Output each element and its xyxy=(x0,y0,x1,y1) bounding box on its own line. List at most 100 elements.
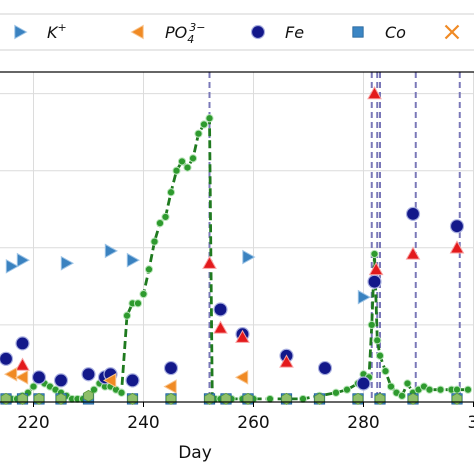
data-point-triangle-up xyxy=(449,240,465,254)
legend-marker-square xyxy=(352,26,364,38)
series-line-point xyxy=(172,166,181,175)
data-point-triangle-left xyxy=(3,366,18,382)
data-point-triangle-left xyxy=(14,369,29,385)
x-axis-label: Day xyxy=(178,443,212,463)
data-point-triangle-right xyxy=(5,258,20,274)
series-line-point xyxy=(436,385,445,394)
legend-entry: PO43− xyxy=(130,21,205,46)
data-point-circle xyxy=(449,219,465,234)
legend-label: PO43− xyxy=(165,21,205,46)
data-point-hexagon xyxy=(314,392,325,405)
vertical-lines xyxy=(208,72,461,402)
series-line-point xyxy=(161,212,170,222)
data-point-hexagon xyxy=(220,392,232,405)
data-point-hexagon xyxy=(17,392,28,405)
series-line-point xyxy=(183,163,192,172)
x-axis: 220 240 260 280 3 xyxy=(17,402,474,433)
legend-label: K+ xyxy=(47,21,67,42)
series-line-point xyxy=(205,114,214,123)
data-point-circle xyxy=(81,367,96,382)
series-line-point xyxy=(150,237,159,246)
data-point-hexagon xyxy=(242,392,254,405)
series-line-point xyxy=(89,385,99,394)
x-tick-label: 240 xyxy=(127,413,159,433)
data-point-hexagon xyxy=(407,392,419,405)
series-line-point xyxy=(403,379,412,388)
plot-frame xyxy=(0,71,474,403)
data-point-triangle-left xyxy=(163,379,177,394)
legend-marker-triangle-right xyxy=(14,24,28,40)
data-point-triangle-up xyxy=(213,320,228,334)
series-line-point xyxy=(122,311,132,320)
data-point-hexagon xyxy=(281,392,292,405)
data-point-hexagon xyxy=(352,392,364,405)
legend-marker-triangle-left xyxy=(130,24,144,40)
data-point-hexagon xyxy=(165,392,177,405)
legend-label-sub: 4 xyxy=(187,33,194,46)
data-point-triangle-right xyxy=(126,252,141,268)
legend-label-main: Co xyxy=(385,23,406,42)
series-line-point xyxy=(381,367,390,376)
series-line-point xyxy=(177,157,187,166)
legend-frame xyxy=(0,13,474,51)
data-point-hexagon xyxy=(33,392,45,405)
legend-label-sup: + xyxy=(58,21,67,34)
data-point-triangle-right xyxy=(60,255,75,271)
legend-label-main: Fe xyxy=(285,23,304,42)
series-line-point xyxy=(29,382,38,391)
legend-label-main: K xyxy=(47,23,59,42)
legend-label: Fe xyxy=(285,23,304,42)
data-point-triangle-right xyxy=(16,252,31,268)
data-point-hexagon xyxy=(451,392,463,405)
data-point-hexagon xyxy=(55,392,67,405)
series-line xyxy=(6,114,468,401)
series-line-point xyxy=(375,351,385,360)
data-point-triangle-up xyxy=(368,261,384,276)
data-point-triangle-up xyxy=(279,354,294,368)
data-point-hexagon xyxy=(374,392,386,405)
legend-entries: K+ PO43− Fe Co xyxy=(14,21,460,46)
data-point-circle xyxy=(53,373,69,388)
series-line-point xyxy=(144,265,154,274)
series-line-point xyxy=(342,385,352,394)
x-tick-label: 280 xyxy=(347,413,379,433)
grid xyxy=(0,72,474,402)
data-point-circle xyxy=(15,336,30,351)
legend-entry xyxy=(444,24,460,40)
series-line-point xyxy=(117,388,126,397)
data-point-circle xyxy=(356,376,371,391)
legend-marker-x xyxy=(444,24,460,40)
series-line-point xyxy=(373,336,382,345)
series-layer xyxy=(0,86,473,405)
series-line-point xyxy=(194,129,203,138)
data-point-triangle-left xyxy=(102,373,117,388)
legend-entry: Co xyxy=(352,23,406,42)
plot-area xyxy=(0,71,474,405)
data-point-circle xyxy=(0,351,14,366)
series-line-point xyxy=(452,385,462,394)
series-line-point xyxy=(166,188,176,197)
data-point-triangle-up xyxy=(235,329,250,343)
data-point-triangle-left xyxy=(234,369,249,385)
data-point-hexagon xyxy=(83,389,94,402)
legend-label-sup: 3− xyxy=(189,21,205,34)
data-point-triangle-up xyxy=(202,255,217,269)
series-line-point xyxy=(463,385,473,394)
data-point-circle xyxy=(213,302,228,317)
series-line-point xyxy=(386,382,396,391)
data-point-hexagon xyxy=(127,392,138,405)
data-point-circle xyxy=(317,360,333,376)
legend-label-main: PO xyxy=(165,23,187,42)
x-tick-label: 260 xyxy=(237,413,269,433)
x-tick-label: 220 xyxy=(17,413,49,433)
series-line-point xyxy=(133,299,143,308)
data-point-triangle-up xyxy=(15,357,30,371)
series-line-point xyxy=(199,120,209,129)
data-point-circle xyxy=(367,274,382,289)
series-line-point xyxy=(188,154,198,163)
data-point-triangle-up xyxy=(405,246,421,260)
legend-label: Co xyxy=(385,23,406,42)
series-line-point xyxy=(331,388,341,397)
data-point-circle xyxy=(125,373,140,388)
